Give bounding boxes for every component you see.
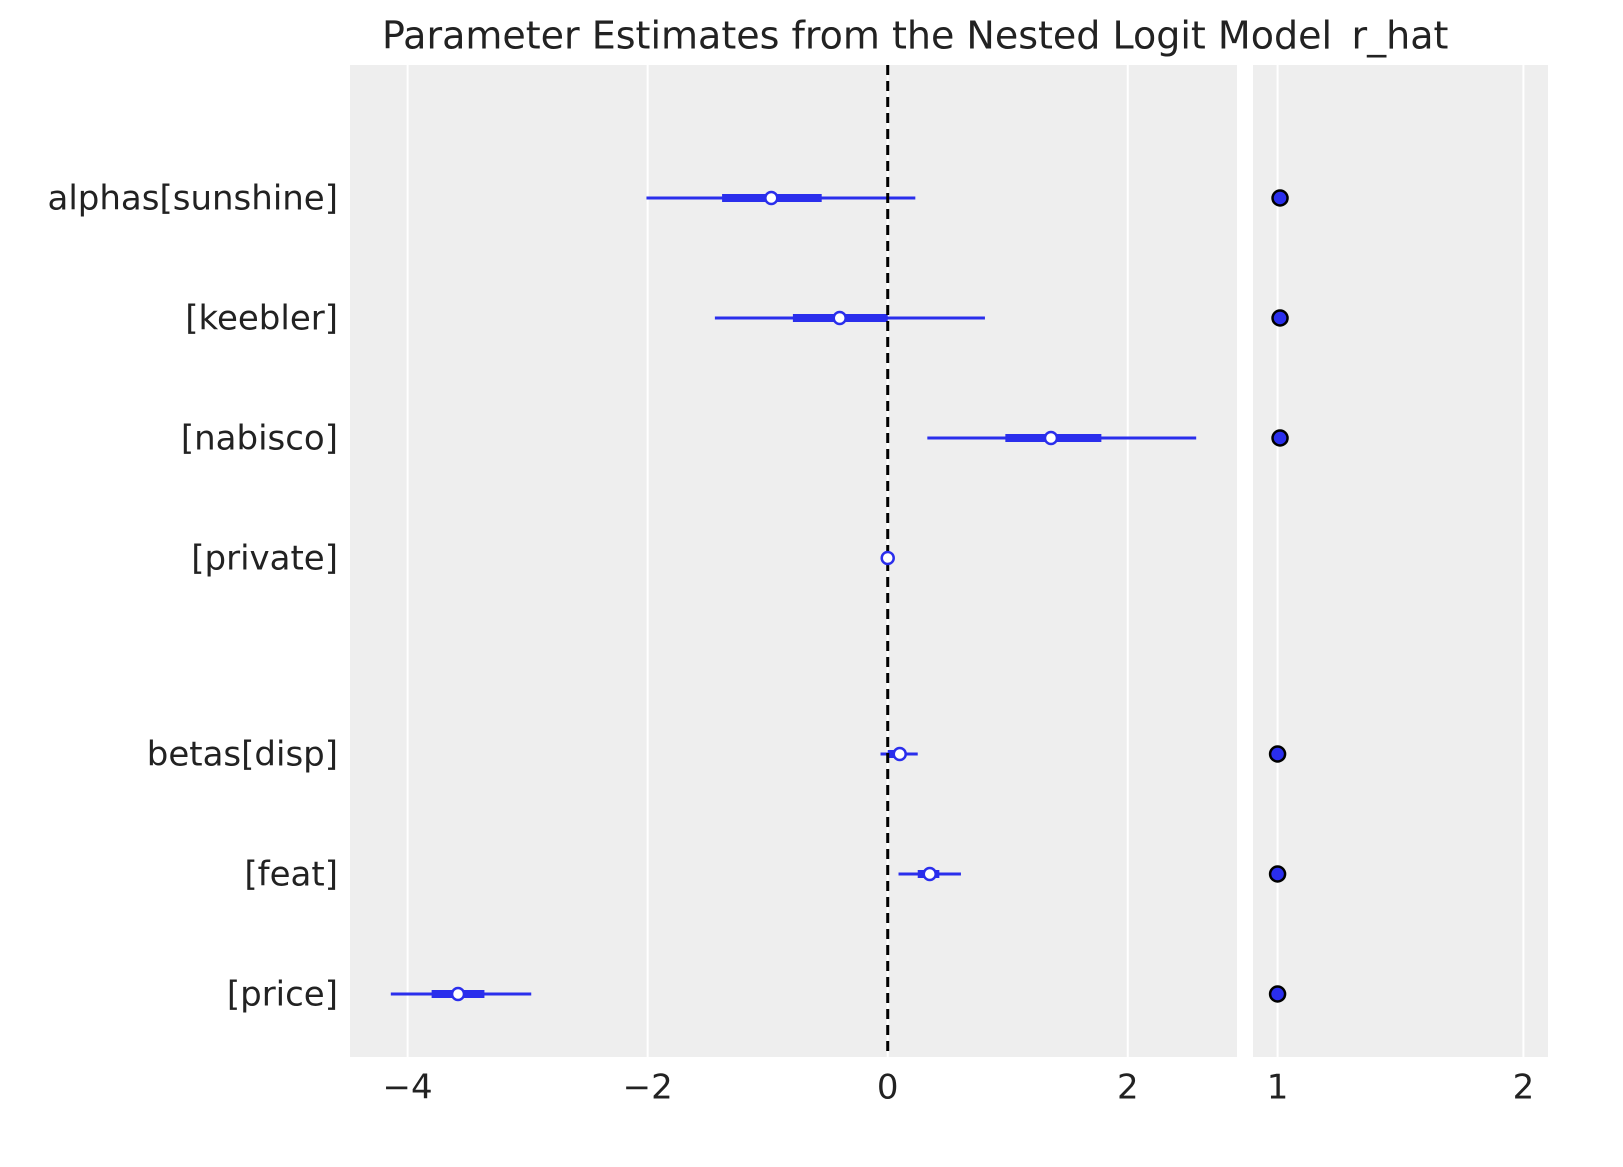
median-marker xyxy=(764,190,779,206)
median-marker xyxy=(832,310,847,326)
median-marker xyxy=(450,986,466,1002)
r-hat-marker xyxy=(1271,189,1289,207)
x-tick-label: −2 xyxy=(623,1068,673,1108)
y-tick-label: [private] xyxy=(191,539,338,579)
y-tick-label: betas[disp] xyxy=(147,735,338,775)
x-tick-label: 1 xyxy=(1267,1068,1289,1108)
median-marker xyxy=(892,746,907,762)
x-tick-label: 2 xyxy=(1513,1068,1535,1108)
y-tick-label: alphas[sunshine] xyxy=(48,179,338,219)
y-tick-label: [nabisco] xyxy=(181,419,338,459)
r-hat-marker xyxy=(1271,309,1289,327)
r-hat-marker xyxy=(1271,429,1289,447)
r-hat-marker xyxy=(1268,865,1287,883)
plot-area xyxy=(350,65,1237,1057)
chart-title: Parameter Estimates from the Nested Logi… xyxy=(382,14,1332,58)
rhat-title: r_hat xyxy=(1352,14,1449,58)
median-marker xyxy=(880,550,895,566)
x-tick-label: 2 xyxy=(1117,1068,1139,1108)
y-tick-label: [price] xyxy=(227,975,338,1015)
x-tick-label: −4 xyxy=(383,1068,433,1108)
median-marker xyxy=(922,866,937,882)
x-tick-label: 0 xyxy=(877,1068,899,1108)
y-tick-label: [keebler] xyxy=(185,299,338,339)
rhat-plot-area xyxy=(1253,65,1548,1057)
r-hat-marker xyxy=(1268,745,1287,763)
r-hat-marker xyxy=(1268,985,1287,1003)
y-tick-label: [feat] xyxy=(244,855,338,895)
median-marker xyxy=(1043,430,1059,446)
